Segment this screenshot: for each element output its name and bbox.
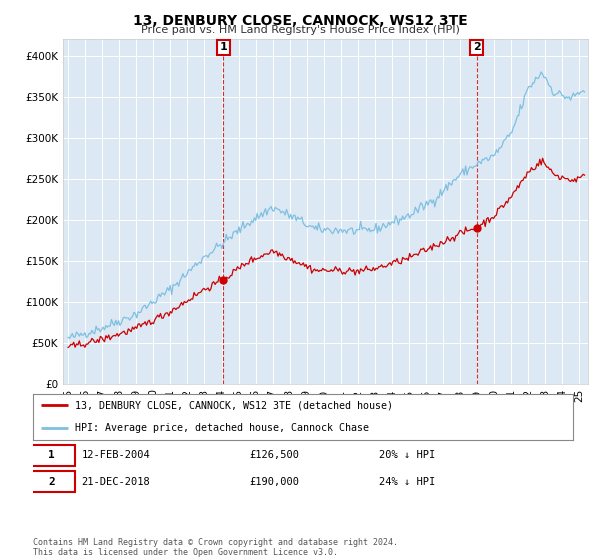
Text: 13, DENBURY CLOSE, CANNOCK, WS12 3TE: 13, DENBURY CLOSE, CANNOCK, WS12 3TE bbox=[133, 14, 467, 28]
Text: £190,000: £190,000 bbox=[249, 477, 299, 487]
Text: 21-DEC-2018: 21-DEC-2018 bbox=[82, 477, 151, 487]
Text: 13, DENBURY CLOSE, CANNOCK, WS12 3TE (detached house): 13, DENBURY CLOSE, CANNOCK, WS12 3TE (de… bbox=[75, 400, 393, 410]
Text: 24% ↓ HPI: 24% ↓ HPI bbox=[379, 477, 435, 487]
Text: HPI: Average price, detached house, Cannock Chase: HPI: Average price, detached house, Cann… bbox=[75, 423, 369, 433]
Text: 1: 1 bbox=[220, 43, 227, 53]
Text: 2: 2 bbox=[473, 43, 481, 53]
Text: Contains HM Land Registry data © Crown copyright and database right 2024.
This d: Contains HM Land Registry data © Crown c… bbox=[33, 538, 398, 557]
Text: 1: 1 bbox=[48, 450, 55, 460]
Text: 12-FEB-2004: 12-FEB-2004 bbox=[82, 450, 151, 460]
FancyBboxPatch shape bbox=[28, 472, 75, 492]
Text: Price paid vs. HM Land Registry's House Price Index (HPI): Price paid vs. HM Land Registry's House … bbox=[140, 25, 460, 35]
Text: £126,500: £126,500 bbox=[249, 450, 299, 460]
Text: 2: 2 bbox=[48, 477, 55, 487]
Text: 20% ↓ HPI: 20% ↓ HPI bbox=[379, 450, 435, 460]
FancyBboxPatch shape bbox=[28, 445, 75, 465]
